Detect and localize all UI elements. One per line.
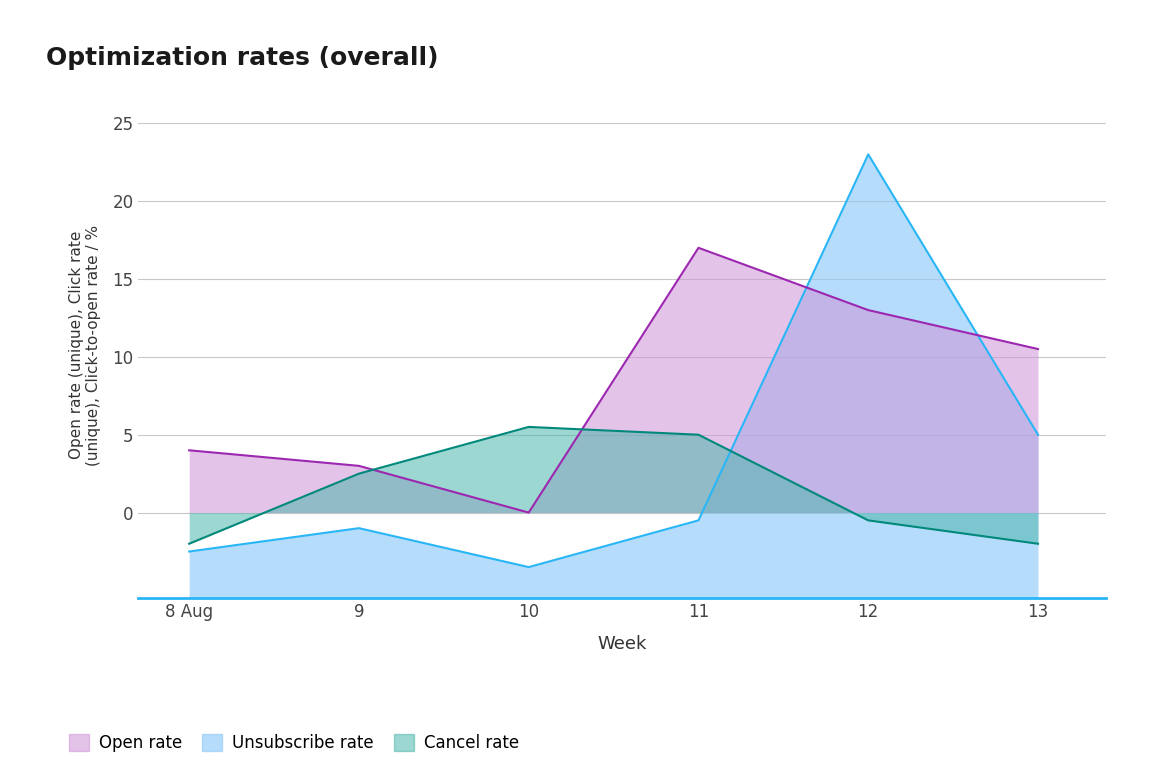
Y-axis label: Open rate (unique), Click rate
(unique), Click-to-open rate / %: Open rate (unique), Click rate (unique),… [69,225,101,466]
Text: Optimization rates (overall): Optimization rates (overall) [46,46,439,70]
Legend: Open rate, Unsubscribe rate, Cancel rate: Open rate, Unsubscribe rate, Cancel rate [69,734,520,752]
X-axis label: Week: Week [598,635,646,653]
